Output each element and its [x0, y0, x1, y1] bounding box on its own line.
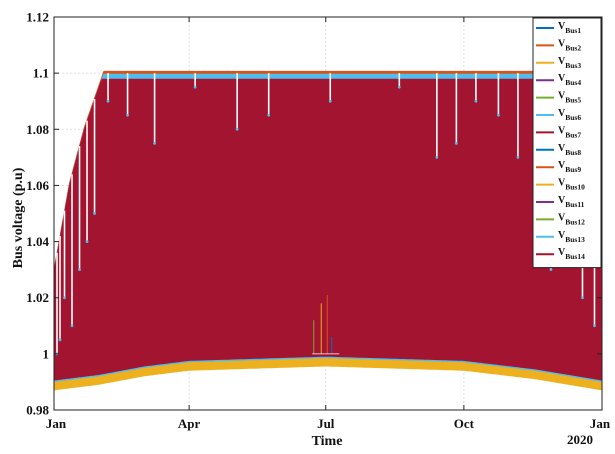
- legend-entry-subscript: Bus7: [565, 130, 581, 139]
- outlier-dip-marker: [328, 99, 332, 103]
- legend-entry-subscript: Bus11: [565, 200, 584, 209]
- outlier-dip-marker: [235, 127, 239, 131]
- y-tick-label: 0.98: [26, 403, 49, 418]
- legend-entry-subscript: Bus12: [565, 217, 585, 226]
- outlier-dip-marker: [63, 296, 66, 300]
- legend-box: [532, 17, 602, 269]
- outlier-dip-marker: [58, 338, 62, 342]
- x-tick-label: Jan: [590, 416, 611, 431]
- outlier-dip-marker: [126, 113, 129, 117]
- x-tick-sublabel: 2020: [567, 432, 593, 447]
- y-tick-label: 1: [43, 346, 50, 361]
- outlier-dip-marker: [153, 141, 156, 145]
- outlier-dip-marker: [106, 99, 110, 103]
- legend-entry-subscript: Bus6: [565, 113, 581, 122]
- x-tick-label: Oct: [454, 416, 475, 431]
- legend-entry-subscript: Bus2: [565, 43, 581, 52]
- axes-frame: [53, 16, 603, 411]
- plot-frame: [53, 16, 603, 411]
- legend-entry-subscript: Bus10: [565, 183, 585, 192]
- outlier-dip-marker: [193, 85, 197, 89]
- x-tick-label: Jan: [46, 416, 67, 431]
- legend-entry-subscript: Bus9: [565, 165, 581, 174]
- x-tick-label: Apr: [178, 416, 201, 431]
- y-axis-label: Bus voltage (p.u): [11, 167, 26, 268]
- data-envelope: [54, 70, 602, 391]
- x-tick-label: Jul: [317, 416, 335, 431]
- outlier-dip-marker: [454, 141, 458, 145]
- outlier-dip-marker: [497, 113, 500, 117]
- outlier-dip-marker: [435, 155, 439, 159]
- outlier-dip-marker: [474, 99, 478, 103]
- outlier-dip-marker: [516, 155, 520, 159]
- y-tick-label: 1.08: [26, 122, 49, 137]
- y-tick-label: 1.12: [26, 10, 49, 25]
- series-band-yellow: [54, 355, 602, 391]
- outlier-dip-marker: [78, 268, 81, 272]
- legend-entry-subscript: Bus4: [565, 78, 581, 87]
- y-tick-label: 1.02: [26, 290, 49, 305]
- y-tick-label: 1.1: [33, 66, 49, 81]
- y-axis-ticks: 0.98 1 1.02 1.04 1.06 1.08 1.1 1.12: [26, 10, 602, 418]
- outlier-dip-marker: [85, 240, 89, 243]
- outlier-dip-marker: [267, 113, 271, 117]
- series-band-darkred: [54, 78, 602, 381]
- x-axis-label: Time: [312, 434, 343, 449]
- outlier-dip-marker: [93, 212, 96, 215]
- legend: VBus1VBus2VBus3VBus4VBus5VBus6VBus7VBus8…: [532, 17, 602, 269]
- legend-entry-subscript: Bus5: [565, 96, 581, 105]
- y-tick-label: 1.04: [26, 234, 49, 249]
- legend-entry-subscript: Bus1: [565, 26, 581, 35]
- legend-entry-subscript: Bus13: [565, 235, 585, 244]
- outlier-dip-marker: [581, 296, 584, 300]
- legend-entry-subscript: Bus14: [565, 252, 585, 261]
- outlier-dip-marker: [397, 85, 401, 89]
- legend-entry-subscript: Bus8: [565, 148, 581, 157]
- outlier-dip-marker: [593, 324, 596, 328]
- outlier-dip-marker: [70, 324, 74, 328]
- legend-entry-subscript: Bus3: [565, 61, 581, 70]
- y-tick-label: 1.06: [26, 178, 49, 193]
- outlier-dip-marker: [549, 268, 553, 272]
